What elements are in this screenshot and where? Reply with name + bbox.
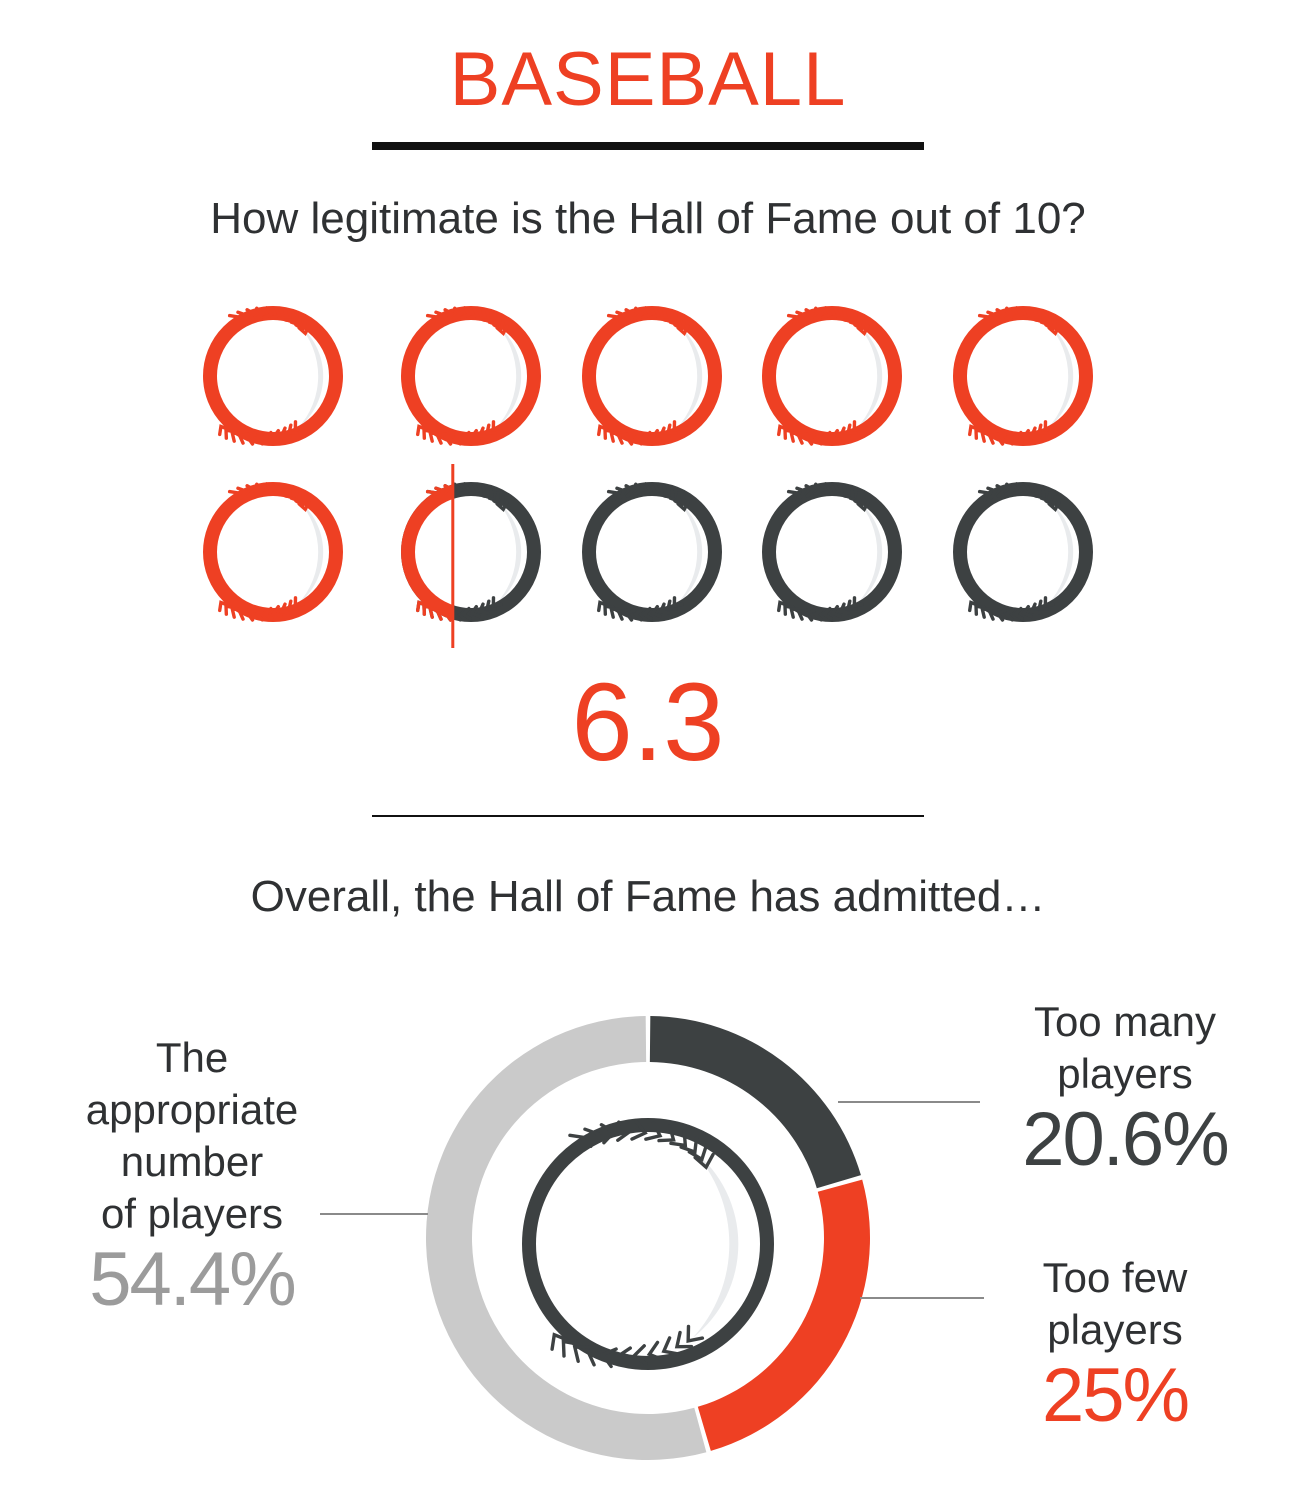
baseball-icon-filled (203, 306, 343, 446)
admitted-question: Overall, the Hall of Fame has admitted… (250, 872, 1046, 921)
label-appropriate-line: number (120, 1138, 264, 1185)
donut-slice (649, 1016, 861, 1189)
label-too-few: Too few players 25% (1000, 1252, 1230, 1434)
baseball-icon-filled (762, 306, 902, 446)
label-too-many: Too many players 20.6% (1000, 996, 1250, 1178)
donut-slice (697, 1179, 871, 1451)
title-divider (372, 142, 924, 150)
baseball-icon-empty (953, 482, 1093, 622)
label-too-many-line: Too many (1033, 998, 1217, 1045)
baseball-rating-icons (203, 306, 1093, 648)
admitted-donut-chart (320, 1016, 984, 1460)
label-appropriate-line: of players (100, 1190, 284, 1237)
label-too-many-line: players (1057, 1050, 1193, 1097)
label-appropriate: The appropriate number of players 54.4% (56, 1032, 328, 1318)
baseball-icon-filled (582, 306, 722, 446)
label-too-few-line: players (1047, 1306, 1183, 1353)
rating-score: 6.3 (571, 661, 725, 784)
label-too-few-line: Too few (1042, 1254, 1188, 1301)
baseball-icon-filled (203, 482, 343, 622)
section-divider (372, 815, 924, 817)
label-too-many-percent: 20.6% (1022, 1097, 1230, 1182)
rating-question: How legitimate is the Hall of Fame out o… (210, 194, 1086, 243)
baseball-icon-partial-filled (401, 482, 453, 622)
label-too-few-percent: 25% (1041, 1353, 1190, 1438)
baseball-icon-empty (762, 482, 902, 622)
baseball-icon-filled (953, 306, 1093, 446)
label-appropriate-percent: 54.4% (89, 1237, 297, 1322)
label-appropriate-line: The (155, 1034, 229, 1081)
donut-slice (425, 1016, 707, 1460)
label-appropriate-line: appropriate (85, 1086, 299, 1133)
baseball-icon-filled (401, 306, 541, 446)
page-title: BASEBALL (449, 37, 847, 122)
donut-center-baseball-icon (522, 1118, 774, 1370)
baseball-icon-empty (582, 482, 722, 622)
